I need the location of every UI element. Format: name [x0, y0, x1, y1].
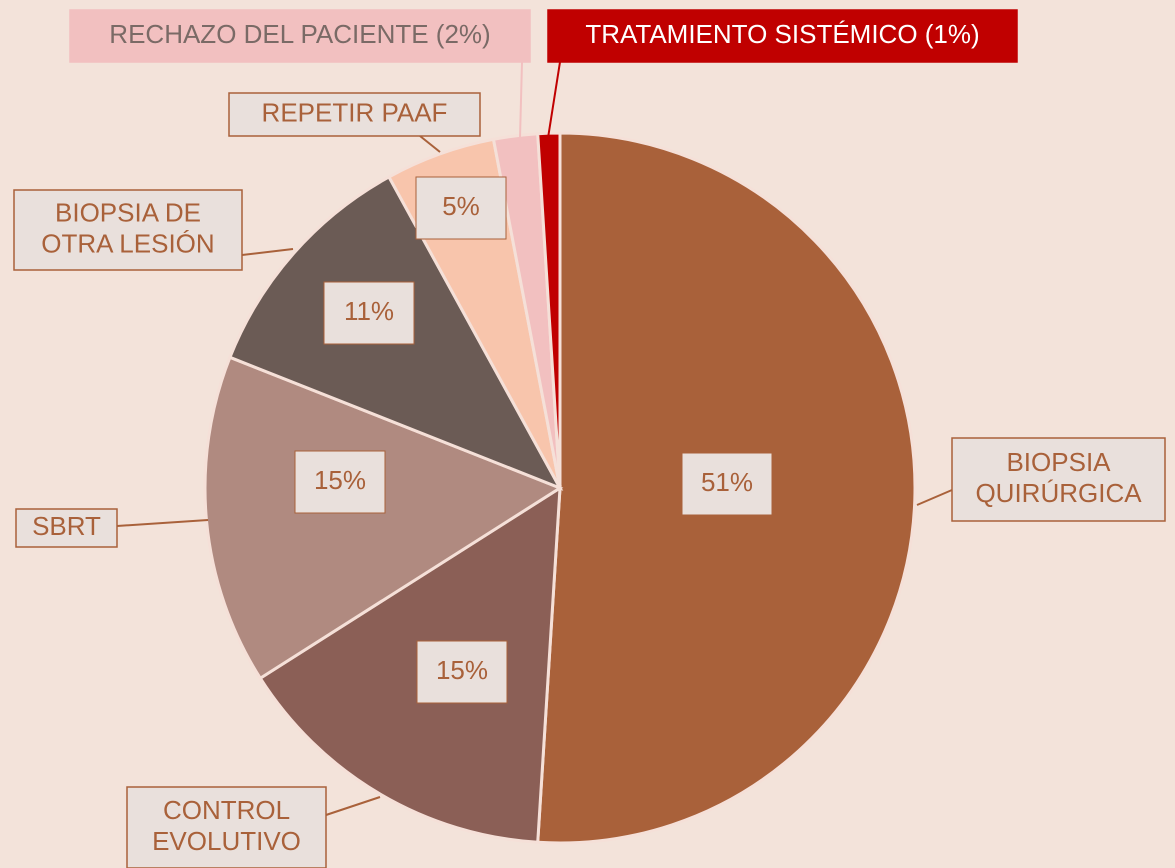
value-label-box	[416, 640, 508, 704]
value-label: 5%	[442, 191, 480, 221]
value-label: 15%	[314, 465, 366, 495]
pie-slice	[258, 485, 562, 844]
leader-line	[116, 519, 209, 527]
category-label-line: CONTROL	[163, 795, 290, 825]
value-label-box	[415, 176, 507, 240]
category-label-box	[228, 92, 481, 137]
pie-slice	[203, 355, 564, 681]
leader-line	[419, 135, 441, 153]
value-label-box	[323, 281, 415, 345]
value-label: 15%	[436, 655, 488, 685]
category-label-box	[69, 9, 531, 63]
category-label-line: REPETIR PAAF	[262, 97, 448, 127]
value-label-box	[294, 450, 386, 514]
category-label-line: EVOLUTIVO	[152, 826, 301, 856]
value-label-box	[681, 452, 773, 516]
category-label-line: QUIRÚRGICA	[975, 478, 1142, 508]
category-label: CONTROL EVOLUTIVO	[152, 795, 301, 856]
category-label-line: TRATAMIENTO SISTÉMICO (1%)	[585, 19, 979, 49]
category-label-line: BIOPSIA DE	[55, 197, 201, 227]
category-label: BIOPSIA DE OTRA LESIÓN	[41, 197, 214, 258]
category-label-line: SBRT	[32, 511, 101, 541]
value-label: 51%	[701, 467, 753, 497]
category-label-box	[13, 189, 243, 271]
category-label: BIOPSIA QUIRÚRGICA	[975, 447, 1142, 508]
category-label-line: OTRA LESIÓN	[41, 228, 214, 258]
category-label-box	[126, 786, 327, 868]
category-label-box	[15, 508, 118, 548]
category-label: REPETIR PAAF	[262, 97, 448, 127]
leader-line	[916, 489, 953, 506]
category-label: RECHAZO DEL PACIENTE (2%)	[109, 19, 490, 49]
leader-line	[325, 796, 381, 816]
leader-line	[241, 248, 294, 256]
leader-line	[547, 61, 561, 139]
category-label-box	[547, 9, 1018, 63]
leader-line	[519, 61, 523, 139]
category-label-box	[951, 437, 1166, 522]
category-label-line: RECHAZO DEL PACIENTE (2%)	[109, 19, 490, 49]
category-label: SBRT	[32, 511, 101, 541]
category-label-line: BIOPSIA	[1006, 447, 1111, 477]
category-label: TRATAMIENTO SISTÉMICO (1%)	[585, 19, 979, 49]
value-label: 11%	[344, 296, 394, 326]
